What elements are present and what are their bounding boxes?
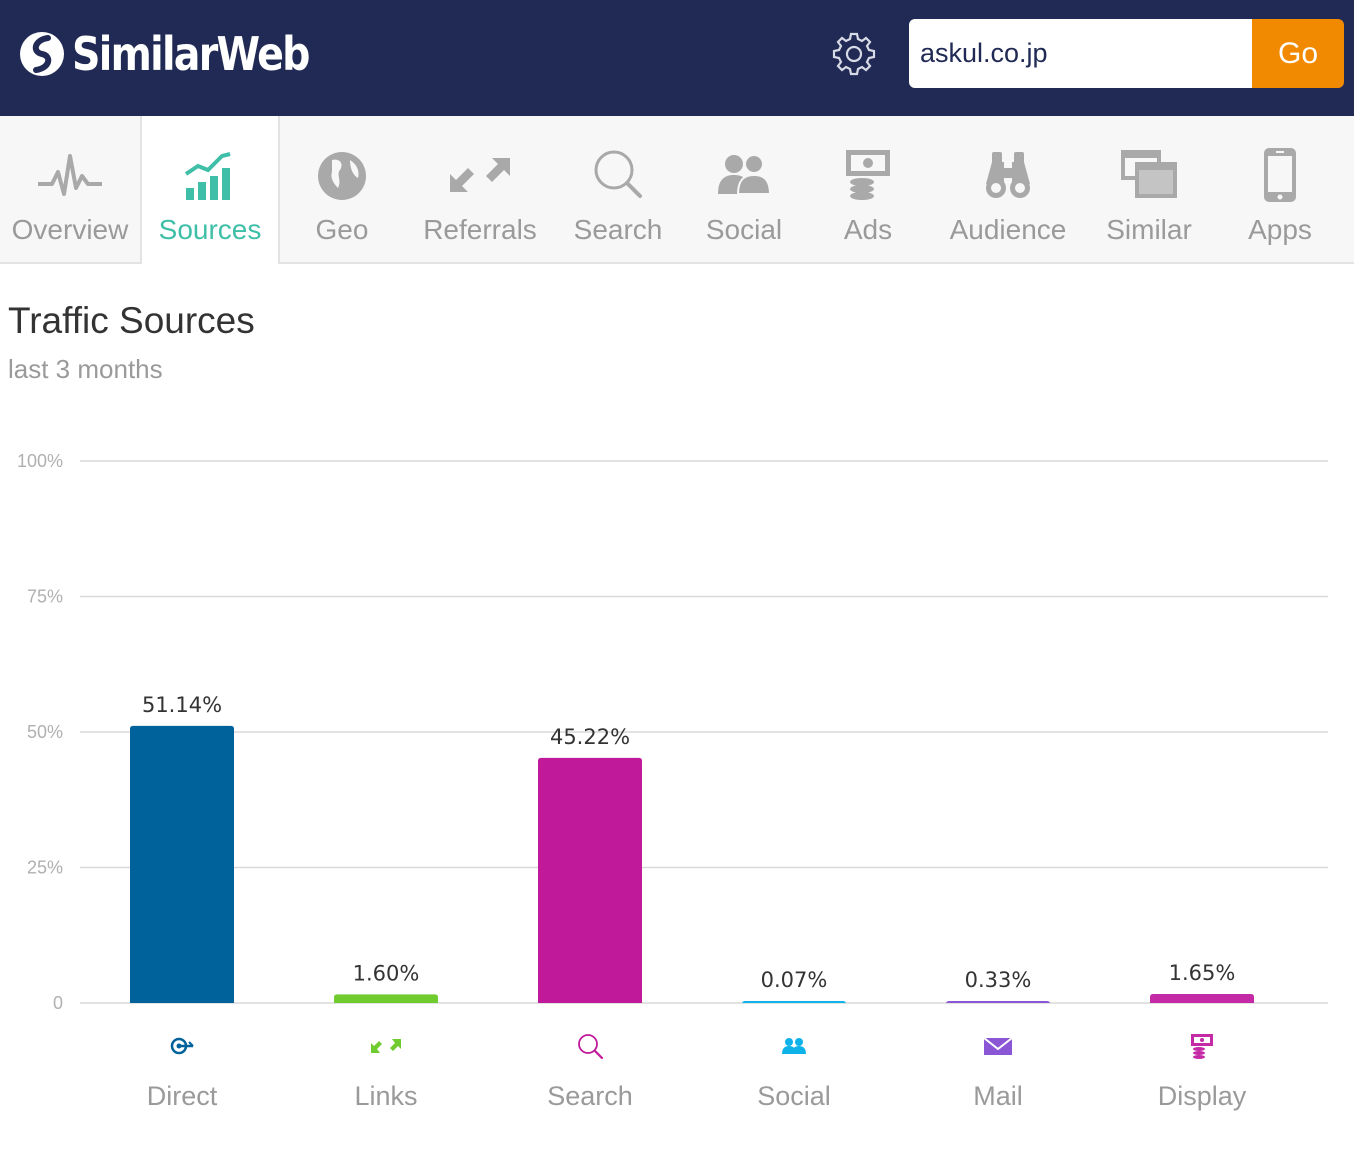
y-tick-label: 50% <box>27 722 63 742</box>
magnifier-icon <box>578 1034 604 1060</box>
tab-label: Social <box>705 214 783 245</box>
category-label: Search <box>547 1081 633 1111</box>
target-arrow-icon <box>170 1037 194 1055</box>
people-icon <box>782 1038 806 1054</box>
phone-icon <box>1264 148 1296 202</box>
y-tick-label: 25% <box>27 858 63 878</box>
arrows-icon <box>450 158 510 192</box>
y-tick-label: 0 <box>53 993 63 1013</box>
page-title: Traffic Sources <box>8 300 255 341</box>
similarweb-logo[interactable]: SimilarWeb <box>18 26 347 82</box>
windows-icon <box>1121 150 1177 198</box>
envelope-icon <box>983 1037 1013 1055</box>
tab-ads[interactable]: Ads <box>808 116 928 262</box>
pulse-icon <box>38 154 102 196</box>
chart-category-icons <box>170 1034 1213 1060</box>
bar-value-label: 0.33% <box>965 968 1032 992</box>
category-label: Links <box>354 1081 417 1111</box>
page-subtitle: last 3 months <box>8 354 163 384</box>
tab-search[interactable]: Search <box>556 116 680 262</box>
growth-chart-icon <box>184 152 231 200</box>
bar-value-label: 0.07% <box>761 968 828 992</box>
money-stack-icon <box>1191 1034 1213 1059</box>
tab-label: Audience <box>949 214 1067 245</box>
tab-apps[interactable]: Apps <box>1210 116 1350 262</box>
tab-audience[interactable]: Audience <box>928 116 1088 262</box>
chart-bars <box>130 725 1254 1004</box>
tab-label: Geo <box>315 214 369 245</box>
bar-value-label: 45.22% <box>550 725 630 749</box>
y-tick-label: 75% <box>27 587 63 607</box>
category-label: Mail <box>973 1081 1023 1111</box>
tab-social[interactable]: Social <box>680 116 808 262</box>
category-label: Direct <box>147 1081 218 1111</box>
globe-icon <box>318 152 366 200</box>
section-tabs: Overview Sources Geo Referrals S <box>0 116 1354 264</box>
binoculars-icon <box>986 152 1030 198</box>
similarweb-logo-icon <box>20 32 64 76</box>
category-label: Social <box>757 1081 831 1111</box>
bar-links[interactable] <box>334 994 438 1003</box>
category-label: Display <box>1158 1081 1247 1111</box>
bar-value-label: 1.60% <box>353 961 420 985</box>
money-stack-icon <box>846 150 890 200</box>
bar-social[interactable] <box>742 1001 846 1004</box>
tab-label: Apps <box>1248 214 1312 245</box>
site-search-input[interactable] <box>909 19 1252 88</box>
tab-label: Similar <box>1106 214 1192 245</box>
go-button[interactable]: Go <box>1252 19 1344 88</box>
traffic-sources-chart: 0 25% 50% 75% 100% 51.14% 1.60% 45.22% 0.07% 0.3… <box>17 451 1328 1111</box>
bar-mail[interactable] <box>946 1001 1050 1004</box>
gear-icon[interactable] <box>830 30 878 78</box>
chart-category-labels: Direct Links Search Social Mail Display <box>147 1081 1247 1111</box>
link-arrows-icon <box>371 1039 401 1053</box>
tab-referrals[interactable]: Referrals <box>404 116 556 262</box>
bar-value-label: 1.65% <box>1169 961 1236 985</box>
tab-sources[interactable]: Sources <box>140 116 280 264</box>
magnifier-icon <box>594 150 642 198</box>
bar-search[interactable] <box>538 757 642 1003</box>
bar-value-label: 51.14% <box>142 693 222 717</box>
tab-label: Referrals <box>423 214 537 245</box>
chart-grid: 0 25% 50% 75% 100% <box>17 451 1328 1013</box>
chart-value-labels: 51.14% 1.60% 45.22% 0.07% 0.33% 1.65% <box>142 693 1235 992</box>
y-tick-label: 100% <box>17 451 63 471</box>
tab-label: Search <box>573 214 663 245</box>
logo-text: SimilarWeb <box>72 27 311 81</box>
bar-display[interactable] <box>1150 994 1254 1003</box>
tab-label: Sources <box>158 214 262 245</box>
tab-label: Overview <box>11 214 129 245</box>
bar-direct[interactable] <box>130 725 234 1003</box>
top-header: SimilarWeb Go <box>0 0 1354 116</box>
tab-similar[interactable]: Similar <box>1088 116 1210 262</box>
tab-label: Ads <box>843 214 893 245</box>
tab-geo[interactable]: Geo <box>280 116 404 262</box>
people-icon <box>718 154 772 195</box>
tab-overview[interactable]: Overview <box>0 116 140 262</box>
